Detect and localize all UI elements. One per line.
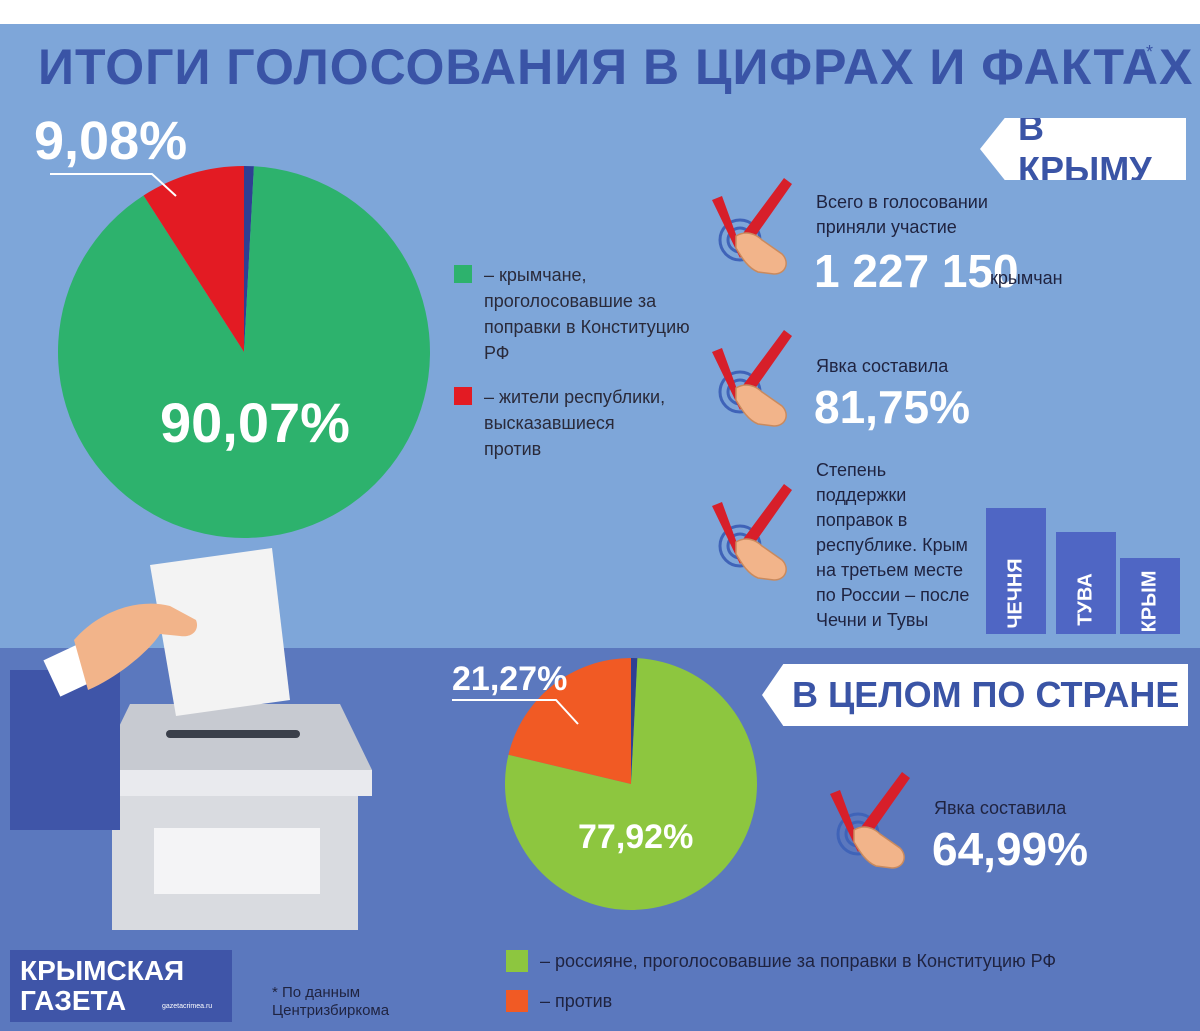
legend-swatch [454,265,472,283]
country-section-tag: В ЦЕЛОМ ПО СТРАНЕ [762,664,1188,726]
ranking-label-chechnya: ЧЕЧНЯ [1004,558,1027,629]
crimea-pie-slice-against [143,166,244,352]
legend-swatch [506,950,528,972]
legend-swatch [506,990,528,1012]
hand [74,603,198,690]
country-legend-for: – россияне, проголосовавшие за поправки … [506,948,1056,974]
country-tag-label: В ЦЕЛОМ ПО СТРАНЕ [792,674,1180,715]
country-pie-chart [505,658,757,911]
ballot-box-label-plate [154,828,320,894]
country-legend-against: – против [506,988,612,1014]
legend-label: – крымчане, проголосовавшие за поправки … [484,265,690,363]
newspaper-logo: КРЫМСКАЯ ГАЗЕТА gazetacrimea.ru [10,950,232,1022]
checkmark-hand-icon [830,772,910,869]
checkmark-hand-icon [712,178,792,275]
source-footnote: * По данным Центризбиркома [272,984,389,1020]
title-footnote-mark: * [1146,42,1154,62]
footnote-line-1: * По данным [272,984,361,1001]
checkmark-hand-icon [712,484,792,581]
country-against-leader-line [452,699,579,725]
legend-label: – россияне, проголосовавшие за поправки … [540,951,1057,971]
country-turnout-value: 64,99% [932,823,1089,875]
logo-url: gazetacrimea.ru [162,1003,213,1010]
legend-label: – против [540,991,613,1011]
arm-sleeve [10,670,120,830]
country-pie-slice-for [505,658,757,911]
stat-participants-text: Всего в голосовании приняли участие [816,192,988,237]
country-pie-slice-other [631,658,638,784]
country-turnout-text: Явка составила [934,798,1067,818]
ranking-label-tuva: ТУВА [1074,573,1097,626]
crimea-pie-slice-other [244,166,254,352]
crimea-pie-chart [58,166,430,538]
ballot-box-rim [98,770,372,796]
crimea-tag-label: В КРЫМУ [1018,107,1152,190]
logo-line-1: КРЫМСКАЯ [20,955,185,986]
logo-line-2: ГАЗЕТА [20,985,127,1016]
ranking-bar-chechnya [986,508,1046,634]
ranking-label-crimea: КРЫМ [1138,570,1161,633]
stat-turnout-text: Явка составила [816,356,949,376]
stat-participants-unit: крымчан [990,268,1063,288]
ballot-paper [150,548,290,716]
country-for-percent: 77,92% [578,818,694,856]
crimea-for-percent: 90,07% [160,391,350,454]
ranking-bar-crimea [1120,558,1180,634]
stat-support-text: Степень поддержки поправок в республике.… [816,460,970,630]
crimea-against-leader-line [50,173,177,197]
ballot-box-illustration [10,548,372,930]
crimea-section-tag: В КРЫМУ [980,118,1186,180]
ranking-bar-tuva [1056,532,1116,634]
country-pie-slice-against [508,658,631,784]
legend-swatch [454,387,472,405]
legend-label: – жители республики, высказавшиеся проти… [484,387,666,459]
checkmark-hand-icon [712,330,792,427]
crimea-against-percent: 9,08% [34,111,188,171]
crimea-legend-against: – жители республики, высказавшиеся проти… [454,384,674,462]
footnote-line-2: Центризбиркома [272,1002,390,1019]
stat-turnout-value: 81,75% [814,381,971,433]
ballot-box-slot [166,730,300,738]
stat-participants-value: 1 227 150 [814,245,1019,297]
crimea-legend-for: – крымчане, проголосовавшие за поправки … [454,262,694,366]
page-title: ИТОГИ ГОЛОСОВАНИЯ В ЦИФРАХ И ФАКТАХ [38,39,1194,95]
country-against-percent: 21,27% [452,660,568,698]
crimea-pie-slice-for [58,166,430,538]
